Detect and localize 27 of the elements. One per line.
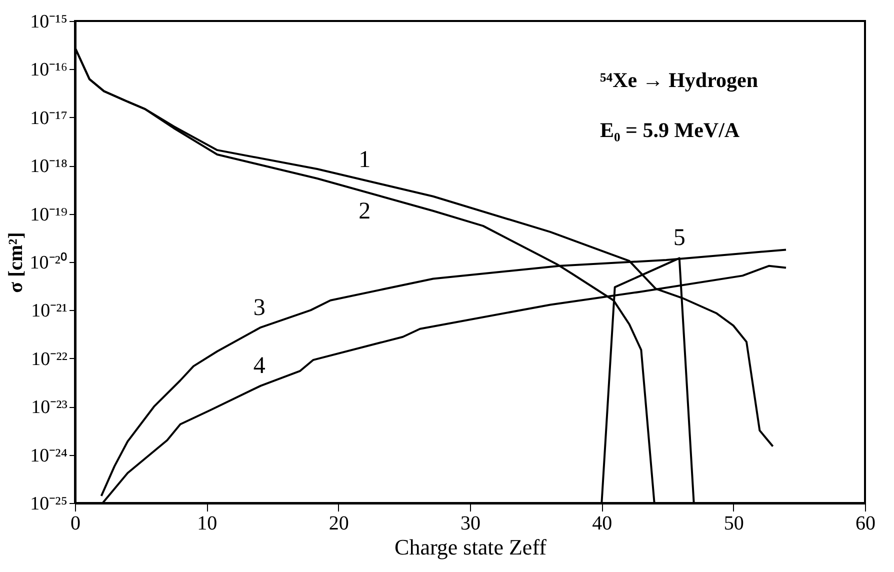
x-tick-label: 40 [592, 512, 612, 534]
annotation: 1 [358, 147, 371, 174]
x-tick-label: 30 [460, 512, 480, 534]
y-tick-label: 10⁻²³ [31, 397, 68, 418]
x-tick-label: 50 [724, 512, 744, 534]
y-tick-label: 10⁻¹⁶ [30, 60, 68, 81]
y-tick-label: 10⁻²⁴ [30, 445, 68, 466]
y-tick-label: 10⁻¹⁷ [30, 108, 68, 129]
annotation: 2 [358, 198, 371, 225]
x-tick-label: 20 [328, 512, 349, 534]
y-tick-label: 10⁻²² [31, 348, 68, 370]
x-tick-label: 60 [856, 512, 876, 534]
annotation: 3 [253, 294, 266, 321]
annotation: 5 [673, 225, 686, 252]
y-tick-label: 10⁻¹⁵ [30, 12, 68, 32]
y-tick-label: 10⁻¹⁹ [30, 204, 68, 226]
x-tick-label: 0 [70, 512, 80, 534]
y-axis-title: σ [cm²] [4, 232, 27, 293]
x-tick-label: 10 [197, 512, 218, 534]
annotation: 4 [253, 352, 266, 379]
annotation: E₀ = 5.9 MeV/A [600, 118, 740, 142]
y-tick-label: 10⁻²¹ [31, 300, 68, 322]
y-tick-label: 10⁻²⁰ [30, 252, 68, 274]
y-tick-label: 10⁻¹⁸ [30, 156, 68, 178]
annotation: ⁵⁴Xe → Hydrogen [600, 68, 758, 92]
y-tick-label: 10⁻²⁵ [30, 494, 68, 514]
x-axis-title: Charge state Zeff [394, 534, 548, 560]
